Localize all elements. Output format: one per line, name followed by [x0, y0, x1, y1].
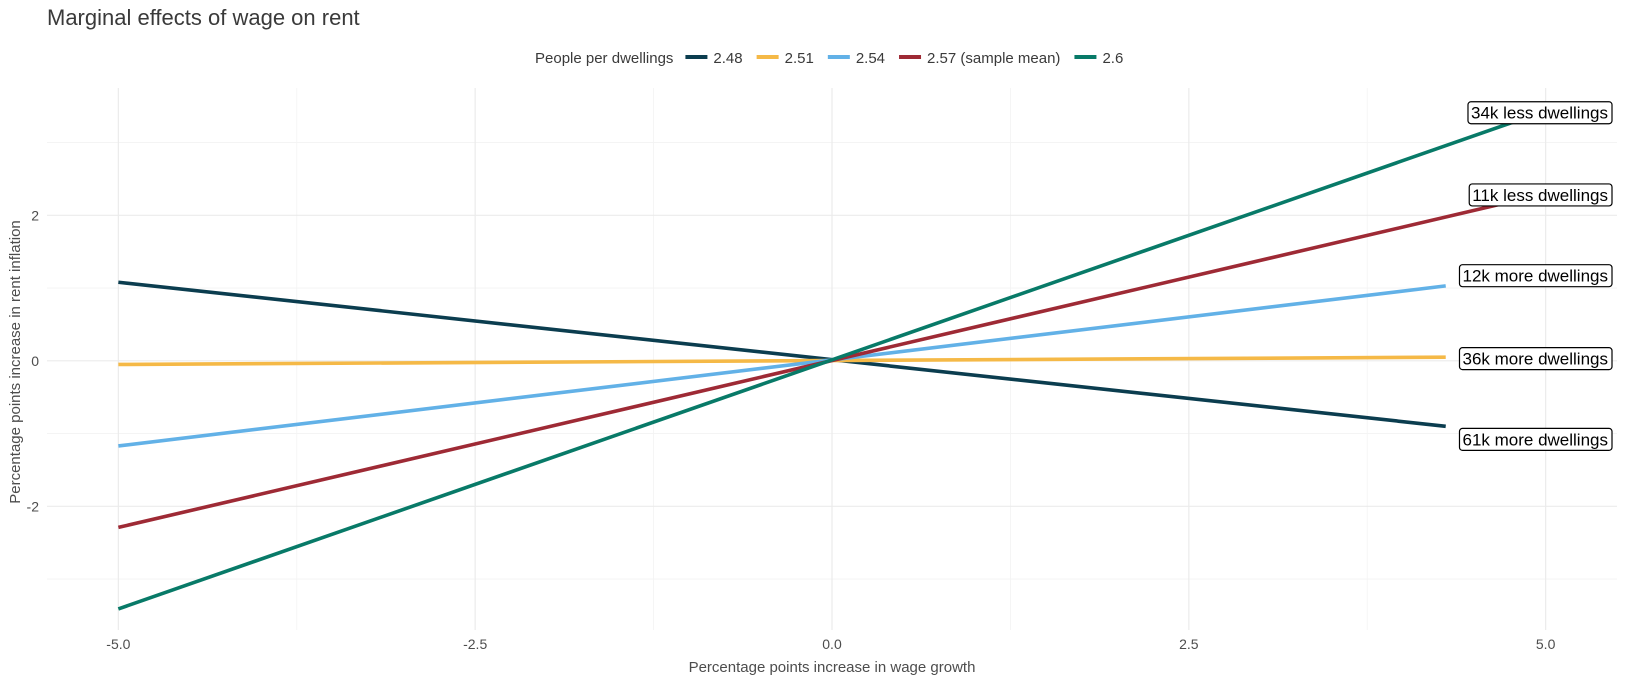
- y-tick-label: 2: [31, 207, 39, 223]
- series-lines: [117, 119, 1518, 611]
- annotation-text: 61k more dwellings: [1462, 430, 1608, 449]
- x-axis-title: Percentage points increase in wage growt…: [689, 659, 976, 676]
- legend-label: 2.51: [785, 50, 814, 67]
- annotation-label: 34k less dwellings: [1467, 101, 1613, 125]
- y-axis-title: Percentage points increase in rent infla…: [7, 220, 24, 504]
- annotation-label: 12k more dwellings: [1458, 264, 1613, 288]
- x-tick-label: 5.0: [1536, 636, 1556, 652]
- annotation-text: 34k less dwellings: [1471, 104, 1608, 123]
- y-tick-label: 0: [31, 353, 39, 369]
- chart-title: Marginal effects of wage on rent: [47, 5, 360, 30]
- annotation-text: 36k more dwellings: [1462, 350, 1608, 369]
- annotation-label: 11k less dwellings: [1468, 183, 1613, 207]
- legend-title: People per dwellings: [535, 50, 673, 67]
- legend-label: 2.57 (sample mean): [927, 50, 1060, 67]
- x-tick-label: -2.5: [463, 636, 487, 652]
- series-line: [118, 280, 1446, 429]
- y-tick-label: -2: [27, 498, 40, 514]
- annotation-label: 61k more dwellings: [1458, 427, 1613, 451]
- x-tick-label: -5.0: [106, 636, 130, 652]
- series-line: [117, 119, 1518, 611]
- annotation-text: 12k more dwellings: [1462, 267, 1608, 286]
- annotation-text: 11k less dwellings: [1472, 186, 1608, 205]
- x-tick-label: 0.0: [822, 636, 842, 652]
- legend-label: 2.6: [1102, 50, 1123, 67]
- series-line: [118, 355, 1446, 367]
- annotations: 34k less dwellings 11k less dwellings 12k …: [1458, 101, 1613, 451]
- annotation-label: 36k more dwellings: [1458, 347, 1613, 371]
- legend: People per dwellings 2.48 2.51 2.54 2.57 (s…: [535, 50, 1123, 67]
- series-line: [118, 284, 1446, 448]
- x-tick-label: 2.5: [1179, 636, 1199, 652]
- legend-label: 2.48: [713, 50, 742, 67]
- tick-labels: -5.0 -2.5 0.0 2.5 5.0 -2 0 2: [27, 207, 1556, 652]
- legend-label: 2.54: [856, 50, 885, 67]
